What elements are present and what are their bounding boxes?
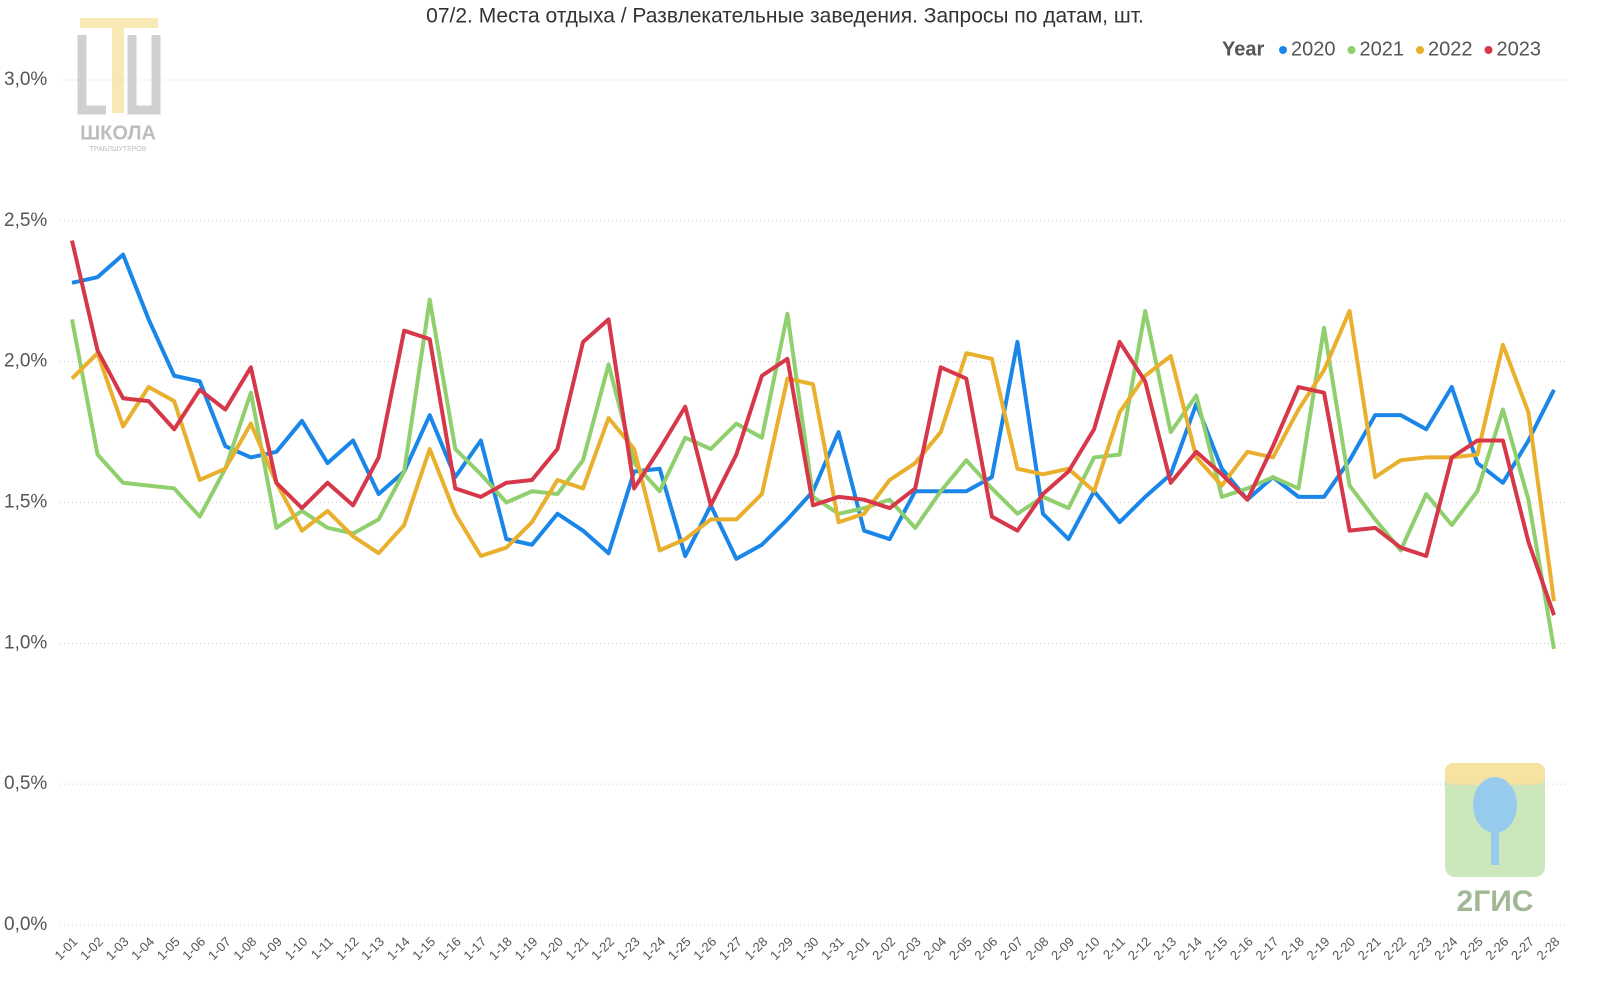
x-tick-label: 2-03 [895, 934, 924, 963]
legend-marker [1279, 46, 1287, 54]
x-tick-label: 1-10 [282, 934, 311, 963]
logo-shape [1445, 763, 1545, 785]
x-tick-label: 2-23 [1406, 934, 1435, 963]
x-tick-label: 2-10 [1074, 934, 1103, 963]
x-tick-label: 1-09 [256, 934, 285, 963]
x-tick-label: 1-25 [665, 934, 694, 963]
logo-shape [77, 35, 161, 115]
x-tick-label: 1-15 [409, 934, 438, 963]
x-tick-label: 2-01 [844, 934, 873, 963]
x-tick-label: 1-11 [308, 934, 336, 962]
logo-text: 2ГИС [1457, 885, 1534, 918]
x-tick-label: 2-27 [1508, 934, 1537, 963]
x-tick-label: 2-11 [1100, 934, 1128, 962]
x-tick-label: 1-01 [52, 934, 81, 963]
x-tick-label: 1-20 [537, 934, 566, 963]
brand-logo: 2ГИС [1445, 763, 1545, 918]
x-tick-label: 1-21 [563, 934, 592, 963]
x-tick-label: 2-06 [971, 934, 1000, 963]
x-tick-label: 2-09 [1048, 934, 1077, 963]
x-tick-label: 2-02 [869, 934, 898, 963]
x-tick-label: 2-19 [1304, 934, 1333, 963]
x-tick-label: 1-22 [588, 934, 617, 963]
legend-label: 2023 [1497, 38, 1542, 60]
x-tick-label: 2-04 [920, 934, 949, 963]
x-tick-label: 2-05 [946, 934, 975, 963]
y-tick-label: 3,0% [4, 69, 47, 90]
x-tick-label: 1-23 [614, 934, 643, 963]
x-tick-label: 1-02 [77, 934, 106, 963]
x-tick-label: 2-21 [1355, 934, 1384, 963]
x-tick-label: 2-28 [1534, 934, 1563, 963]
x-tick-label: 2-24 [1431, 934, 1460, 963]
logo-shape [112, 28, 124, 113]
x-tick-label: 1-18 [486, 934, 515, 963]
x-tick-label: 1-04 [128, 934, 157, 963]
x-tick-label: 1-24 [639, 934, 668, 963]
x-tick-label: 1-12 [333, 934, 362, 963]
x-tick-label: 2-18 [1278, 934, 1307, 963]
x-tick-label: 1-05 [154, 934, 183, 963]
x-tick-label: 2-22 [1380, 934, 1409, 963]
legend-marker [1416, 46, 1424, 54]
logo-shape [1473, 777, 1517, 833]
y-tick-label: 1,0% [4, 632, 47, 653]
x-tick-label: 1-26 [690, 934, 719, 963]
x-tick-label: 2-26 [1482, 934, 1511, 963]
x-tick-label: 1-14 [384, 934, 413, 963]
x-tick-label: 2-17 [1252, 934, 1281, 963]
school-logo: ШКОЛА ТРАБЛШУТЕРОВ [77, 18, 161, 153]
x-tick-label: 2-25 [1457, 934, 1486, 963]
y-tick-label: 2,5% [4, 210, 47, 231]
x-tick-label: 1-03 [103, 934, 132, 963]
x-tick-label: 2-13 [1150, 934, 1179, 963]
x-tick-label: 1-06 [179, 934, 208, 963]
y-tick-label: 1,5% [4, 492, 47, 513]
x-tick-label: 2-14 [1176, 934, 1205, 963]
x-tick-label: 1-19 [511, 934, 540, 963]
x-tick-label: 1-16 [435, 934, 464, 963]
logo-text: ТРАБЛШУТЕРОВ [90, 146, 147, 153]
x-tick-label: 2-07 [997, 934, 1026, 963]
x-tick-label: 1-30 [793, 934, 822, 963]
x-tick-label: 1-29 [767, 934, 796, 963]
chart-title: 07/2. Места отдыха / Развлекательные зав… [426, 5, 1144, 28]
legend-label: 2021 [1360, 38, 1405, 60]
legend-label: 2020 [1291, 38, 1336, 60]
legend-label: 2022 [1428, 38, 1473, 60]
legend-marker [1484, 46, 1493, 54]
x-tick-label: 2-16 [1227, 934, 1256, 963]
x-tick-label: 1-27 [716, 934, 745, 963]
series-line [70, 240, 1556, 616]
x-tick-label: 2-15 [1201, 934, 1230, 963]
y-tick-label: 2,0% [4, 351, 47, 372]
series-line [70, 308, 1556, 602]
x-tick-label: 2-08 [1023, 934, 1052, 963]
x-tick-label: 2-12 [1125, 934, 1154, 963]
x-tick-label: 1-28 [741, 934, 770, 963]
x-tick-label: 1-17 [460, 934, 489, 963]
x-tick-label: 1-31 [818, 934, 847, 963]
x-tick-label: 1-07 [205, 934, 234, 963]
x-tick-label: 1-13 [358, 934, 387, 963]
x-tick-label: 2-20 [1329, 934, 1358, 963]
legend-title: Year [1222, 38, 1264, 60]
y-tick-label: 0,5% [4, 773, 47, 794]
logo-shape [80, 18, 158, 28]
x-tick-label: 1-08 [230, 934, 259, 963]
legend-marker [1347, 46, 1356, 54]
y-tick-label: 0,0% [4, 914, 47, 935]
logo-text: ШКОЛА [80, 122, 156, 144]
logo-shape [1491, 825, 1499, 865]
